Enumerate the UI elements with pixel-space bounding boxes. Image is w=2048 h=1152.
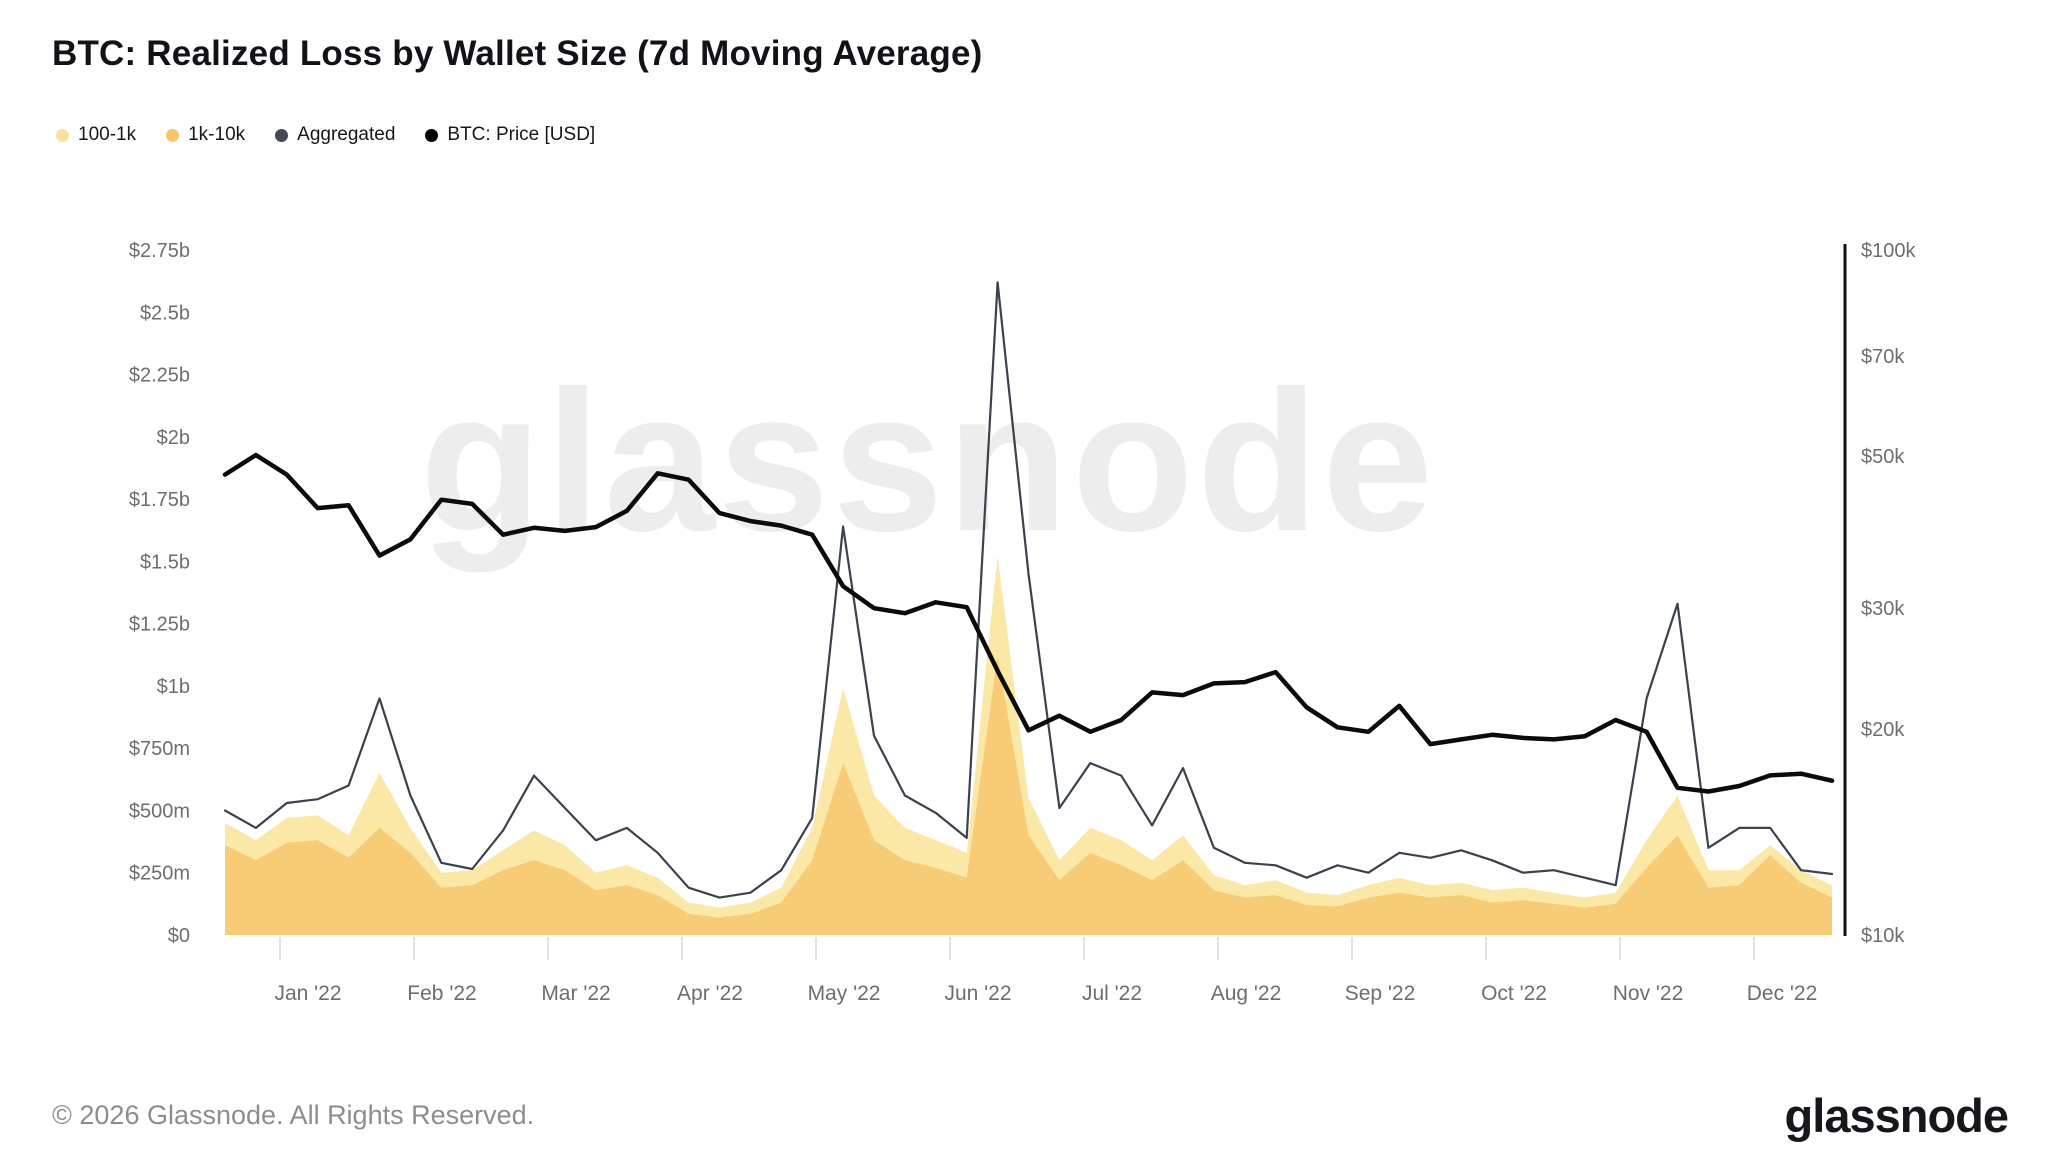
left-axis-tick-label: $250m — [129, 863, 190, 885]
right-axis-tick-label: $30k — [1861, 598, 1905, 620]
chart-lines — [222, 281, 1835, 899]
left-axis-tick-label: $1b — [157, 676, 190, 698]
x-axis-month-label: Jul '22 — [1082, 982, 1142, 1005]
left-axis-tick-label: $0 — [168, 925, 190, 947]
line-series-btc-price-usd- — [222, 452, 1835, 794]
copyright-text: © 2026 Glassnode. All Rights Reserved. — [52, 1100, 535, 1130]
left-axis-tick-label: $1.5b — [140, 551, 190, 573]
right-axis-tick-label: $70k — [1861, 346, 1905, 368]
right-axis-tick-label: $20k — [1861, 719, 1905, 741]
left-axis-tick-label: $2.5b — [140, 302, 190, 324]
x-axis-month-label: Mar '22 — [541, 982, 610, 1005]
chart-areas — [225, 556, 1832, 935]
x-axis-month-label: Sep '22 — [1345, 982, 1416, 1005]
left-axis-tick-label: $1.75b — [129, 489, 190, 511]
glassnode-logo: glassnode — [1784, 1089, 2009, 1142]
legend-label-100-1k: 100-1k — [78, 124, 137, 145]
page-title: BTC: Realized Loss by Wallet Size (7d Mo… — [52, 34, 983, 73]
right-axis: $100k $70k $50k $30k $20k $10k — [1843, 240, 1916, 947]
legend-label-aggregated: Aggregated — [297, 124, 396, 145]
left-axis-tick-label: $2.75b — [129, 240, 190, 262]
right-axis-tick-label: $100k — [1861, 240, 1916, 262]
x-axis-month-label: Jun '22 — [944, 982, 1011, 1005]
legend-label-btc-price: BTC: Price [USD] — [447, 124, 596, 145]
legend-item-1k-10k[interactable]: 1k-10k — [166, 124, 245, 146]
x-axis-month-label: Nov '22 — [1613, 982, 1684, 1005]
left-axis-tick-label: $500m — [129, 800, 190, 822]
legend-swatch-100-1k-icon — [56, 128, 69, 142]
x-axis-month-label: Oct '22 — [1481, 982, 1547, 1005]
x-axis-month-label: Dec '22 — [1747, 982, 1818, 1005]
legend-swatch-btc-price-icon — [425, 128, 439, 142]
right-axis-tick-label: $10k — [1861, 925, 1905, 947]
legend-swatch-aggregated-icon — [275, 128, 289, 142]
legend-label-1k-10k: 1k-10k — [188, 124, 246, 145]
legend-swatch-1k-10k-icon — [166, 128, 180, 142]
x-axis-month-label: Apr '22 — [677, 982, 743, 1005]
right-axis-tick-label: $50k — [1861, 446, 1905, 468]
left-axis: $2.75b $2.5b $2.25b $2b $1.75b $1.5b $1.25b $1b… — [129, 240, 190, 947]
left-axis-tick-label: $2b — [157, 427, 190, 449]
legend: 100-1k 1k-10k Aggregated BTC: Price [USD… — [56, 124, 595, 146]
left-axis-tick-label: $1.25b — [129, 614, 190, 636]
legend-item-btc-price[interactable]: BTC: Price [USD] — [425, 124, 595, 146]
area-series-1k-10k — [225, 656, 1832, 935]
x-axis-month-label: May '22 — [808, 982, 881, 1005]
x-axis: Jan '22 Feb '22 Mar '22 Apr '22 May '22 Jun '… — [274, 937, 1817, 1005]
legend-item-100-1k[interactable]: 100-1k — [56, 124, 136, 146]
x-axis-month-label: Feb '22 — [407, 982, 476, 1005]
left-axis-tick-label: $750m — [129, 738, 190, 760]
left-axis-tick-label: $2.25b — [129, 365, 190, 387]
x-axis-month-label: Jan '22 — [274, 982, 341, 1005]
legend-item-aggregated[interactable]: Aggregated — [275, 124, 395, 146]
line-series-aggregated — [223, 281, 1834, 899]
x-axis-month-label: Aug '22 — [1211, 982, 1282, 1005]
